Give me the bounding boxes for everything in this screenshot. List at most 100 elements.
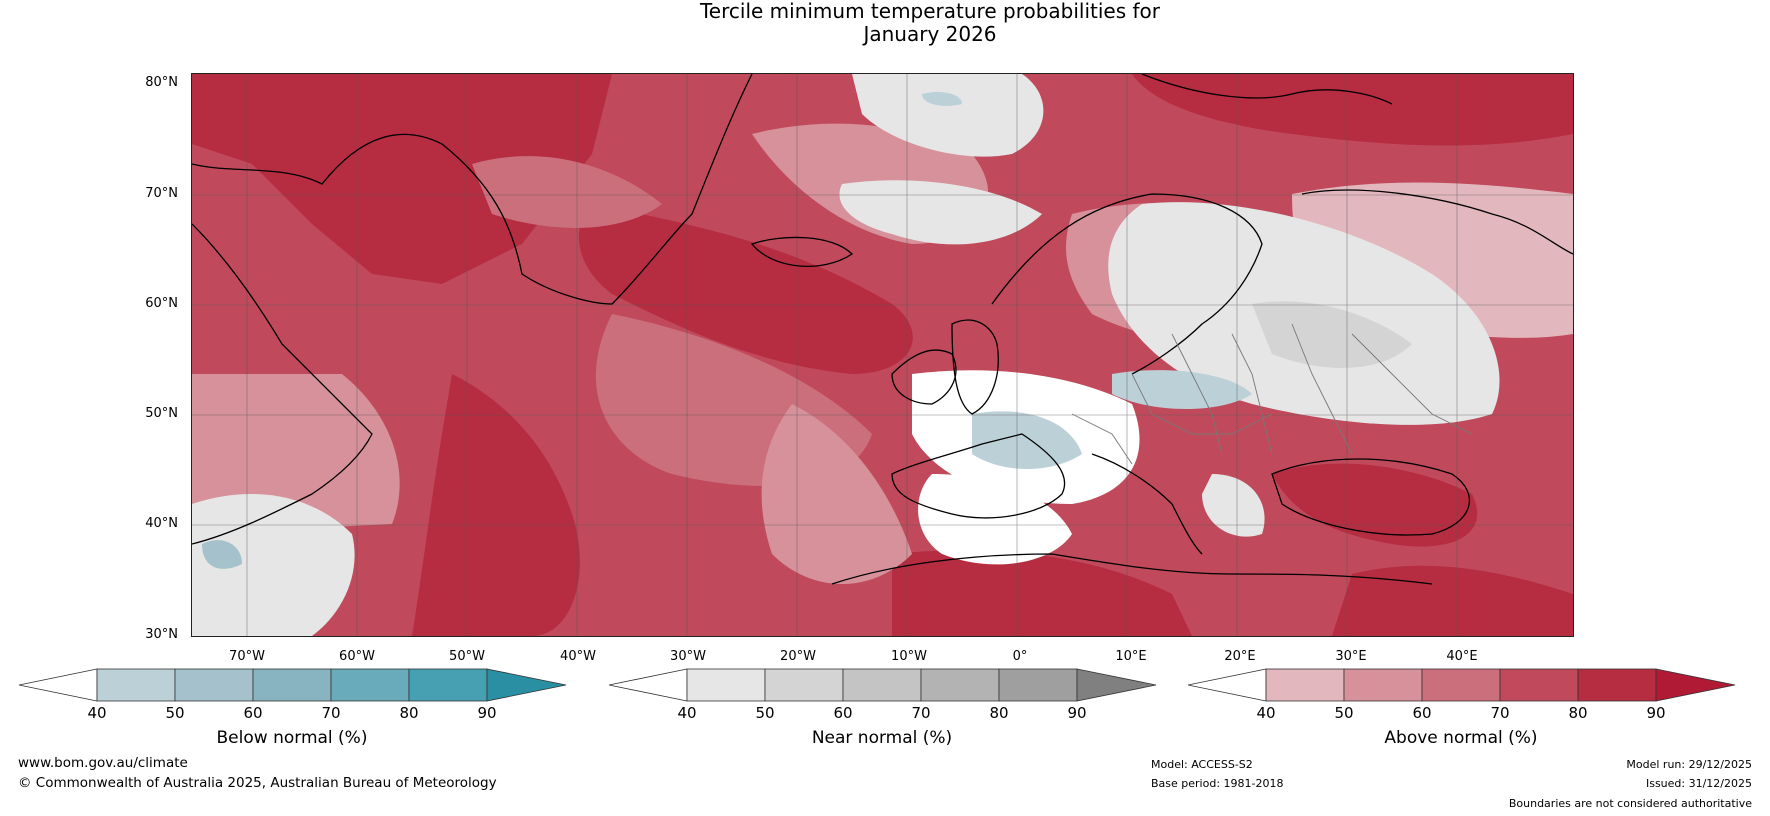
near-tick-60: 60 — [833, 704, 853, 722]
above-colorbar-segment — [1577, 668, 1657, 702]
below-colorbar-segment — [96, 668, 176, 702]
lon-tick-70w: 70°W — [229, 649, 265, 664]
probability-map — [191, 73, 1574, 637]
model-text: Model: ACCESS-S2 — [1151, 758, 1253, 771]
greenland-sea-dark-region — [192, 74, 612, 284]
below-tick-60: 60 — [243, 704, 263, 722]
graticule — [192, 74, 1573, 636]
britain-coast — [951, 319, 999, 415]
issued-text: Issued: 31/12/2025 — [1645, 777, 1752, 790]
above-tick-70: 70 — [1490, 704, 1510, 722]
above-tick-50: 50 — [1334, 704, 1354, 722]
map-title: Tercile minimum temperature probabilitie… — [580, 0, 1280, 46]
lat-tick-80n: 80°N — [145, 75, 178, 90]
near-colorbar-segment — [998, 668, 1078, 702]
lon-tick-30w: 30°W — [670, 649, 706, 664]
svalbard-grey-region — [852, 74, 1044, 157]
below-colorbar-high-extend — [486, 668, 567, 702]
below-colorbar-low-extend — [18, 668, 98, 702]
north-africa-coast — [831, 553, 1433, 585]
above-colorbar-segment — [1421, 668, 1501, 702]
website-link: www.bom.gov.au/climate — [18, 755, 188, 771]
below-colorbar-segment — [174, 668, 254, 702]
above-colorbar-segment — [1343, 668, 1423, 702]
below-colorbar-segment — [408, 668, 488, 702]
disclaimer-text: Boundaries are not considered authoritat… — [1508, 797, 1752, 810]
below-tick-40: 40 — [87, 704, 107, 722]
below-colorbar-segment — [330, 668, 410, 702]
novaya-zemlya-coast — [1141, 74, 1393, 105]
near-colorbar-segment — [686, 668, 766, 702]
eastern-europe-mid-grey-region — [1252, 301, 1412, 368]
above-colorbar-segment — [1265, 668, 1345, 702]
svalbard-blue-spot — [922, 92, 962, 106]
near-tick-70: 70 — [911, 704, 931, 722]
near-tick-90: 90 — [1067, 704, 1087, 722]
base-period-text: Base period: 1981-2018 — [1151, 777, 1284, 790]
iberia-offshore-pink-region — [761, 404, 912, 584]
west-atlantic-pink-region — [192, 374, 400, 534]
above-tick-80: 80 — [1568, 704, 1588, 722]
near-colorbar-low-extend — [608, 668, 688, 702]
lon-tick-60w: 60°W — [339, 649, 375, 664]
below-tick-70: 70 — [321, 704, 341, 722]
model-run-text: Model run: 29/12/2025 — [1626, 758, 1752, 771]
lon-tick-40e: 40°E — [1446, 649, 1478, 664]
near-tick-40: 40 — [677, 704, 697, 722]
lon-tick-10w: 10°W — [891, 649, 927, 664]
greenland-coast — [192, 74, 753, 305]
arctic-russia-coast — [1301, 189, 1573, 255]
lon-tick-10e: 10°E — [1115, 649, 1147, 664]
subtropical-atlantic-grey-region — [192, 494, 355, 636]
below-tick-80: 80 — [399, 704, 419, 722]
copyright-text: © Commonwealth of Australia 2025, Austra… — [18, 775, 497, 791]
southwest-atlantic-dark-region — [412, 374, 580, 636]
ireland-coast — [891, 349, 957, 405]
above-colorbar-segment — [1499, 668, 1579, 702]
near-colorbar-segment — [764, 668, 844, 702]
black-sea-dark-region — [1272, 463, 1478, 547]
barents-dark-region — [1132, 74, 1573, 146]
title-line-1: Tercile minimum temperature probabilitie… — [699, 0, 1161, 23]
lat-tick-30n: 30°N — [145, 627, 178, 642]
iceland-coast — [750, 236, 854, 267]
lon-tick-20e: 20°E — [1224, 649, 1256, 664]
lon-tick-40w: 40°W — [560, 649, 596, 664]
lat-tick-50n: 50°N — [145, 406, 178, 421]
above-normal-label: Above normal (%) — [1384, 728, 1538, 748]
middle-east-dark-region — [1332, 565, 1573, 636]
france-blue-region — [972, 411, 1082, 469]
balkans-grey-region — [1202, 474, 1265, 537]
jan-mayen-grey-region — [839, 180, 1042, 245]
near-colorbar-segment — [920, 668, 1000, 702]
near-colorbar-segment — [842, 668, 922, 702]
near-tick-80: 80 — [989, 704, 1009, 722]
below-colorbar-segment — [252, 668, 332, 702]
lon-tick-50w: 50°W — [449, 649, 485, 664]
coastlines — [192, 74, 1573, 585]
scandinavia-coast — [991, 193, 1263, 375]
north-america-coast — [192, 223, 373, 545]
title-line-2: January 2026 — [863, 22, 997, 46]
lat-tick-60n: 60°N — [145, 296, 178, 311]
near-normal-colorbar — [608, 668, 1157, 702]
country-borders — [1071, 323, 1473, 465]
lon-tick-20w: 20°W — [780, 649, 816, 664]
above-normal-colorbar — [1187, 668, 1736, 702]
germany-blue-region — [1112, 370, 1252, 409]
below-normal-label: Below normal (%) — [216, 728, 368, 748]
north-africa-dark-region — [892, 550, 1192, 636]
above-tick-40: 40 — [1256, 704, 1276, 722]
above-colorbar-low-extend — [1187, 668, 1267, 702]
lon-tick-30e: 30°E — [1335, 649, 1367, 664]
near-tick-50: 50 — [755, 704, 775, 722]
below-tick-90: 90 — [477, 704, 497, 722]
black-sea-coast — [1271, 458, 1470, 536]
near-normal-label: Near normal (%) — [811, 728, 953, 748]
near-colorbar-high-extend — [1076, 668, 1157, 702]
above-colorbar-high-extend — [1655, 668, 1736, 702]
iberia-coast — [891, 433, 1066, 519]
map-canvas — [192, 74, 1573, 636]
above-tick-60: 60 — [1412, 704, 1432, 722]
italy-coast — [1091, 453, 1203, 555]
